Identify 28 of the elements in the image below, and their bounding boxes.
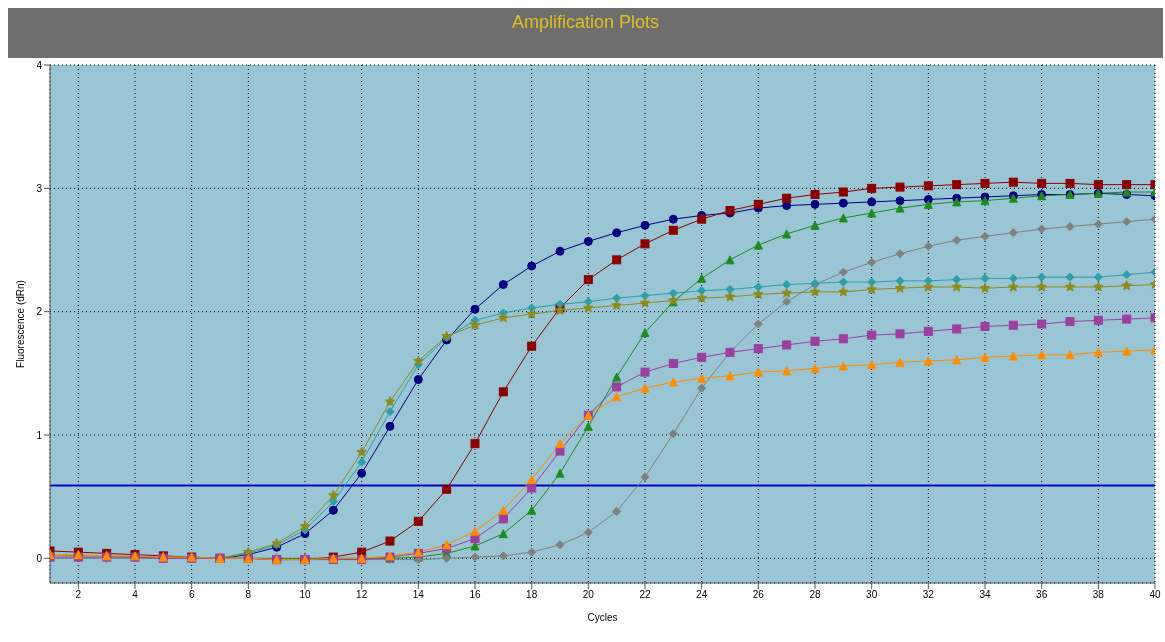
- y-tick-label: 3: [36, 182, 43, 194]
- x-tick-label: 38: [1092, 589, 1105, 601]
- x-tick-label: 14: [412, 589, 425, 601]
- x-tick-label: 6: [188, 589, 195, 601]
- y-tick-label: 4: [36, 59, 43, 71]
- x-tick-label: 10: [299, 589, 311, 601]
- y-tick-label: 0: [36, 552, 43, 564]
- x-tick-label: 2: [75, 589, 82, 601]
- chart-title: Amplification Plots: [8, 8, 1163, 58]
- x-tick-label: 34: [979, 589, 991, 601]
- x-tick-label: 26: [752, 589, 765, 601]
- x-tick-label: 40: [1149, 589, 1161, 601]
- x-tick-label: 8: [245, 589, 252, 601]
- x-tick-label: 30: [866, 589, 878, 601]
- x-tick-label: 16: [469, 589, 481, 601]
- x-tick-label: 32: [922, 589, 935, 601]
- x-tick-label: 28: [809, 589, 821, 601]
- y-tick-label: 1: [36, 429, 43, 441]
- x-tick-label: 4: [132, 589, 139, 601]
- x-tick-label: 20: [582, 589, 595, 601]
- y-tick-label: 2: [36, 306, 43, 318]
- x-tick-label: 22: [639, 589, 651, 601]
- x-tick-label: 12: [356, 589, 368, 601]
- y-axis-title: Fluorescence (dRn): [14, 280, 26, 368]
- x-tick-label: 24: [696, 589, 708, 601]
- x-tick-label: 36: [1036, 589, 1048, 601]
- x-axis-title: Cycles: [587, 612, 618, 623]
- x-tick-label: 18: [526, 589, 538, 601]
